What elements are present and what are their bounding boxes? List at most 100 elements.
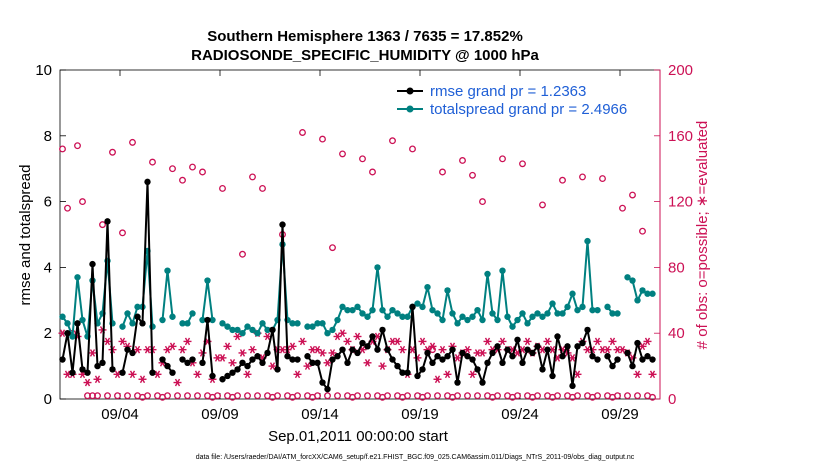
rmse-point [624,349,631,357]
totalspread-point [389,306,396,314]
obs-evaluated-stroke [499,337,506,346]
obs-evaluated-point [298,337,307,346]
obs-evaluated-stroke [264,332,271,341]
obs-evaluated-stroke [344,337,351,346]
totalspread-point [509,323,516,330]
obs-possible-point [574,392,581,400]
rmse-point [554,333,561,340]
obs-possible-point [619,204,626,212]
obs-evaluated-point [338,329,347,338]
rmse-point [149,369,156,376]
totalspread-point [569,290,576,297]
obs-evaluated-point [333,332,342,341]
totalspread-point [254,330,261,337]
obs-possible-point [219,184,226,192]
totalspread-point [79,316,86,324]
obs-evaluated-stroke [84,378,91,387]
totalspread-point [639,287,646,294]
totalspread-point [219,320,226,327]
rmse-point [209,372,216,380]
obs-evaluated-stroke [584,345,591,354]
totalspread-point [499,267,506,274]
chart-title: Southern Hemisphere 1363 / 7635 = 17.852… [207,28,523,45]
rmse-point [369,333,376,340]
obs-evaluated-stroke [639,342,646,351]
obs-evaluated-stroke [574,370,581,379]
obs-evaluated-stroke [614,345,621,354]
y-tick-label: 2 [44,325,52,342]
rmse-point [249,356,256,363]
totalspread-point [199,316,206,324]
y-axis-left: 0 2 4 6 8 10 [35,62,66,408]
obs-evaluated-stroke [244,370,251,379]
obs-possible-point [369,168,376,176]
obs-evaluated-stroke [219,354,226,362]
rmse-point [274,366,281,373]
rmse-point [564,343,571,350]
obs-evaluated-stroke [599,345,606,354]
totalspread-point [554,310,561,317]
rmse-point [649,356,656,363]
obs-evaluated-point [353,332,362,341]
chart-subtitle: RADIOSONDE_SPECIFIC_HUMIDITY @ 1000 hPa [191,47,539,64]
totalspread-point [434,310,441,317]
obs-evaluated-point [88,349,97,357]
x-tick-label: 09/14 [301,406,339,423]
obs-possible-point [144,392,151,400]
rmse-point [439,356,446,363]
obs-evaluated-stroke [334,332,341,341]
obs-possible-point [119,229,126,237]
obs-evaluated-point [398,345,407,354]
rmse-point [314,359,321,367]
obs-evaluated-point [228,358,237,367]
obs-possible-point [314,392,321,400]
totalspread-point [539,313,546,320]
obs-evaluated-stroke [479,349,486,357]
obs-evaluated-point [603,345,612,354]
legend: rmse grand pr = 1.2363 totalspread grand… [397,83,627,118]
obs-possible-point [354,392,361,400]
obs-evaluated-point [343,337,352,346]
rmse-point [124,346,131,353]
obs-evaluated-stroke [94,375,101,384]
obs-evaluated-stroke [249,345,256,354]
totalspread-point [224,323,231,330]
totalspread-point [489,310,496,317]
x-tick-label: 09/04 [101,406,139,423]
totalspread-point [74,274,81,281]
totalspread-point [69,333,76,340]
rmse-point [364,343,371,350]
rmse-point [239,359,246,367]
totalspread-point [384,313,391,320]
totalspread-point [189,310,196,317]
obs-evaluated-point [103,337,112,346]
obs-possible-point [274,392,281,400]
rmse-point [384,346,391,353]
obs-evaluated-point [643,337,652,346]
rmse-point [634,339,641,347]
totalspread-point [164,267,171,274]
rmse-point [574,343,581,350]
obs-possible-point [114,392,121,400]
obs-evaluated-point [118,337,127,346]
rmse-point [644,353,651,360]
obs-evaluated-point [313,345,322,354]
obs-possible-point [179,176,186,184]
rmse-point [164,362,171,370]
rmse-point [79,366,86,373]
obs-evaluated-stroke [309,345,316,354]
obs-possible-point [514,392,521,400]
rmse-point [614,356,621,363]
obs-evaluated-point [193,370,202,379]
rmse-point [229,369,236,376]
obs-evaluated-point [133,345,142,354]
y-tick-label: 0 [44,391,52,408]
rmse-point [294,356,301,363]
obs-evaluated-point [468,370,477,379]
obs-evaluated-stroke [224,342,231,351]
obs-evaluated-stroke [549,345,556,354]
obs-evaluated-stroke [234,332,241,341]
totalspread-point [319,320,326,327]
rmse-point [74,320,81,327]
